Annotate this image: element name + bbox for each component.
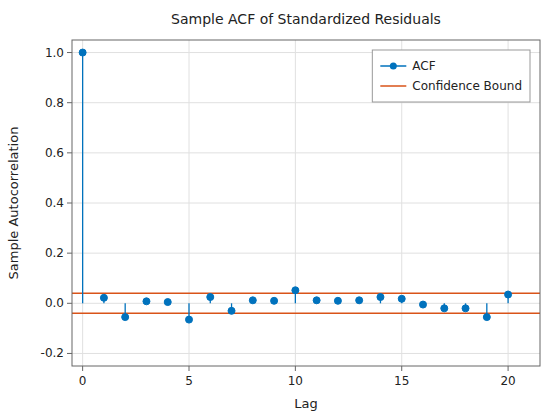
- marker: [271, 297, 278, 304]
- grid-line: [72, 303, 540, 304]
- grid-line: [72, 253, 540, 254]
- marker: [228, 307, 235, 314]
- tick-label: 1.0: [45, 46, 64, 60]
- tick-label: 20: [500, 374, 515, 388]
- chart-title: Sample ACF of Standardized Residuals: [171, 11, 441, 27]
- tick-mark: [67, 303, 72, 304]
- grid-line: [72, 203, 540, 204]
- marker: [441, 305, 448, 312]
- tick-mark: [401, 366, 402, 371]
- grid-line: [72, 152, 540, 153]
- marker: [143, 298, 150, 305]
- tick-mark: [67, 353, 72, 354]
- tick-mark: [189, 366, 190, 371]
- legend: ACF Confidence Bound: [372, 50, 530, 102]
- marker: [505, 291, 512, 298]
- tick-label: 0.6: [45, 146, 64, 160]
- legend-label: ACF: [412, 59, 435, 73]
- marker: [100, 294, 107, 301]
- tick-label: 15: [394, 374, 409, 388]
- plot-background: [72, 40, 540, 366]
- grid-line: [72, 353, 540, 354]
- tick-mark: [67, 203, 72, 204]
- marker: [398, 295, 405, 302]
- tick-label: 10: [288, 374, 303, 388]
- marker: [164, 299, 171, 306]
- marker: [483, 314, 490, 321]
- marker: [334, 297, 341, 304]
- tick-label: 0.4: [45, 196, 64, 210]
- marker: [313, 297, 320, 304]
- tick-mark: [67, 102, 72, 103]
- tick-mark: [82, 366, 83, 371]
- legend-swatch-marker: [390, 63, 397, 70]
- chart-container: 0 5 10 15 20 -0.2 0.0 0.2 0.4 0.6 0.8 1.0 Sample ACF…: [0, 0, 560, 420]
- chart-svg: 0 5 10 15 20 -0.2 0.0 0.2 0.4 0.6 0.8 1.0 Sample ACF…: [0, 0, 560, 420]
- tick-mark: [67, 253, 72, 254]
- confidence-bound: [72, 293, 540, 295]
- grid-line: [82, 40, 83, 366]
- marker: [420, 301, 427, 308]
- tick-mark: [295, 366, 296, 371]
- legend-box: [372, 50, 530, 102]
- marker: [462, 305, 469, 312]
- marker: [377, 294, 384, 301]
- legend-swatch: [380, 85, 406, 87]
- tick-mark: [67, 52, 72, 53]
- marker: [207, 294, 214, 301]
- tick-label: 0: [79, 374, 87, 388]
- marker: [186, 316, 193, 323]
- plot-frame: [72, 40, 540, 366]
- stem: [82, 53, 83, 304]
- tick-label: 0.0: [45, 296, 64, 310]
- grid: [72, 40, 540, 366]
- marker: [249, 297, 256, 304]
- marker: [79, 49, 86, 56]
- tick-mark: [67, 152, 72, 153]
- legend-label: Confidence Bound: [412, 79, 522, 93]
- marker: [122, 314, 129, 321]
- tick-label: 0.8: [45, 96, 64, 110]
- tick-label: 0.2: [45, 246, 64, 260]
- y-axis-label: Sample Autocorrelation: [6, 127, 21, 280]
- tick-label: 5: [185, 374, 193, 388]
- marker: [292, 287, 299, 294]
- tick-label: -0.2: [41, 346, 64, 360]
- plot-data: [72, 49, 540, 323]
- confidence-bound: [72, 313, 540, 315]
- marker: [356, 297, 363, 304]
- x-axis-label: Lag: [294, 396, 317, 411]
- tick-mark: [508, 366, 509, 371]
